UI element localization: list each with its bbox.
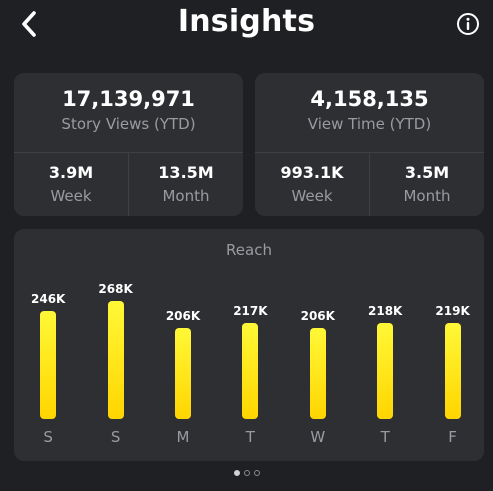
reach-day-label: T [380, 428, 390, 446]
reach-bar-column: 219K F [423, 229, 483, 461]
stat-week-label: Week [50, 187, 92, 205]
reach-bar-column: 246K S [18, 229, 78, 461]
stat-week-label: Week [291, 187, 333, 205]
stat-week: 993.1K Week [255, 153, 369, 216]
info-button[interactable] [455, 11, 481, 37]
reach-chart-card[interactable]: Reach 246K S 268K S 206K M 217K T 206K W 218K T 219K… [14, 229, 484, 461]
stat-breakdown: 3.9M Week 13.5M Month [14, 153, 243, 216]
stat-total-label: View Time (YTD) [307, 115, 432, 133]
story-views-card[interactable]: 17,139,971 Story Views (YTD) 3.9M Week 1… [14, 73, 243, 216]
stat-total-value: 17,139,971 [62, 87, 195, 111]
page-dot[interactable] [233, 470, 240, 476]
stat-month-value: 13.5M [158, 163, 214, 182]
stat-total-value: 4,158,135 [310, 87, 429, 111]
reach-day-label: W [310, 428, 326, 446]
reach-day-label: F [448, 428, 457, 446]
reach-bar-value-label: 206K [300, 309, 335, 323]
reach-bar [107, 301, 124, 419]
reach-bar [175, 328, 191, 419]
reach-bar [242, 323, 259, 419]
stat-week-value: 993.1K [280, 163, 344, 182]
back-button[interactable] [14, 8, 44, 40]
reach-bar-value-label: 219K [435, 304, 470, 318]
stat-summary: 4,158,135 View Time (YTD) [255, 73, 484, 153]
reach-bar-column: 217K T [220, 229, 280, 461]
page-dot[interactable] [253, 470, 260, 476]
reach-day-label: M [176, 428, 190, 446]
reach-bar-column: 268K S [86, 229, 146, 461]
stat-total-label: Story Views (YTD) [61, 115, 196, 133]
page-dot[interactable] [243, 470, 250, 476]
view-time-card[interactable]: 4,158,135 View Time (YTD) 993.1K Week 3.… [255, 73, 484, 216]
reach-bar [444, 323, 461, 419]
page-title: Insights [177, 4, 316, 39]
reach-bar [309, 328, 326, 419]
reach-bar-value-label: 268K [98, 282, 133, 296]
stat-month-label: Month [162, 187, 210, 205]
reach-bar-value-label: 246K [31, 292, 66, 306]
reach-bar-value-label: 217K [233, 304, 268, 318]
stat-month: 13.5M Month [128, 153, 243, 216]
reach-bar [377, 323, 394, 419]
reach-bar-value-label: 218K [368, 304, 403, 318]
reach-day-label: T [245, 428, 255, 446]
reach-bar-column: 206K W [288, 229, 348, 461]
page-indicator [0, 470, 493, 480]
reach-bar-column: 206K M [153, 229, 213, 461]
info-icon [457, 13, 479, 35]
stat-month-label: Month [403, 187, 451, 205]
reach-day-label: S [43, 428, 53, 446]
stat-week: 3.9M Week [14, 153, 128, 216]
reach-bar-value-label: 206K [165, 309, 201, 323]
stat-breakdown: 993.1K Week 3.5M Month [255, 153, 484, 216]
header: Insights [0, 0, 493, 52]
reach-bar [40, 311, 57, 419]
stat-month: 3.5M Month [369, 153, 484, 216]
chevron-left-icon [22, 11, 36, 37]
reach-day-label: S [110, 428, 121, 446]
stat-week-value: 3.9M [48, 163, 94, 182]
stat-month-value: 3.5M [404, 163, 450, 182]
stat-summary: 17,139,971 Story Views (YTD) [14, 73, 243, 153]
reach-title: Reach [226, 241, 272, 259]
reach-bar-column: 218K T [355, 229, 415, 461]
